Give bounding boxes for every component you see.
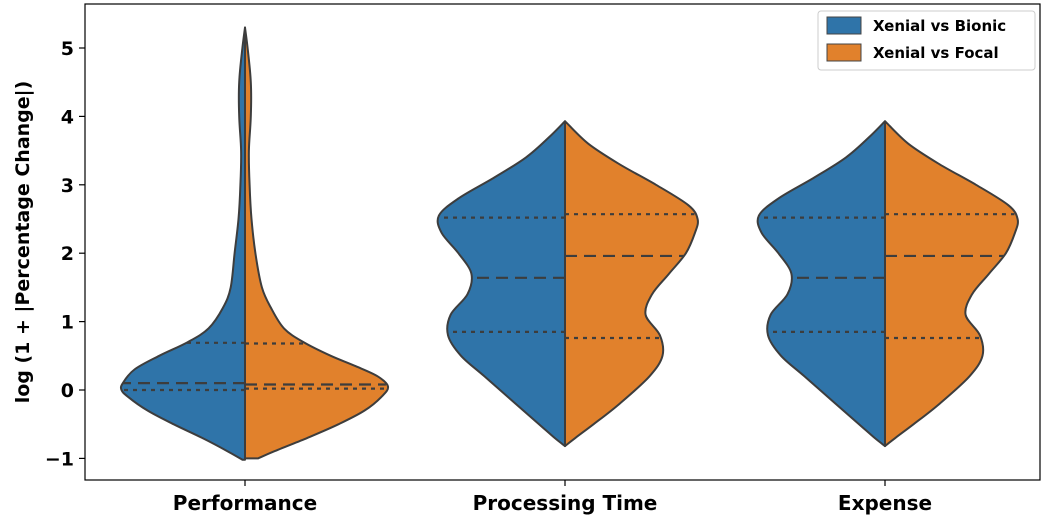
y-tick-label: 1 — [61, 312, 74, 334]
violin-performance-focal — [244, 26, 390, 460]
x-axis: Performance Processing Time Expense — [173, 480, 932, 515]
legend-box — [817, 10, 1036, 71]
violin-performance-bionic — [119, 26, 246, 461]
legend-label-focal: Xenial vs Focal — [873, 44, 999, 62]
y-tick-label: 5 — [61, 38, 74, 60]
x-tick-label: Expense — [838, 491, 932, 515]
violins-layer — [119, 26, 1019, 461]
legend-swatch-focal — [826, 43, 862, 62]
y-axis: −1 0 1 2 3 4 5 — [45, 38, 85, 470]
legend-label-bionic: Xenial vs Bionic — [873, 17, 1006, 35]
violin-processing-time-bionic — [436, 120, 566, 448]
legend: Xenial vs Bionic Xenial vs Focal — [817, 10, 1036, 71]
violin-processing-time-focal — [564, 120, 699, 448]
y-tick-label: 2 — [61, 243, 74, 265]
legend-swatch-bionic — [826, 16, 862, 35]
y-tick-label: −1 — [45, 448, 74, 470]
y-axis-title: log (1 + |Percentage Change|) — [12, 81, 34, 404]
violin-expense-focal — [884, 120, 1019, 448]
violin-expense-bionic — [756, 120, 886, 448]
y-tick-label: 4 — [61, 106, 74, 128]
quartile-lines-layer — [121, 213, 1015, 392]
y-tick-label: 3 — [61, 175, 74, 197]
x-tick-label: Performance — [173, 491, 317, 515]
y-tick-label: 0 — [61, 380, 74, 402]
x-tick-label: Processing Time — [473, 491, 658, 515]
plot-frame — [84, 3, 1041, 481]
